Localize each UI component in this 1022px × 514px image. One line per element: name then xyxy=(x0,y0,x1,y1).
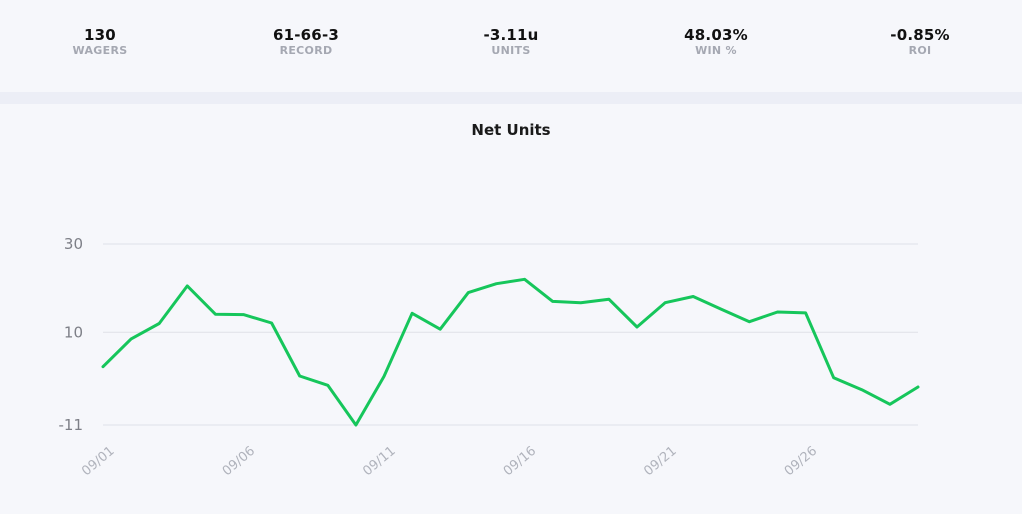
stat-record: 61-66-3 RECORD xyxy=(236,26,376,58)
stat-wagers-value: 130 xyxy=(84,26,116,44)
y-tick-label: -11 xyxy=(59,416,84,434)
y-tick-label: 10 xyxy=(64,323,83,341)
data-point[interactable] xyxy=(158,322,161,325)
stats-bar: 130 WAGERS 61-66-3 RECORD -3.11u UNITS 4… xyxy=(0,0,1022,92)
x-tick-label: 09/06 xyxy=(220,444,258,480)
stat-win-pct-label: WIN % xyxy=(695,44,737,57)
x-tick-label: 09/26 xyxy=(782,444,820,480)
grid-layer xyxy=(103,243,918,426)
x-tick-label: 09/21 xyxy=(641,444,679,480)
x-tick-label: 09/16 xyxy=(501,444,539,480)
stat-wagers: 130 WAGERS xyxy=(30,26,170,58)
data-point[interactable] xyxy=(326,384,329,387)
data-point[interactable] xyxy=(804,311,807,315)
data-point[interactable] xyxy=(354,423,358,427)
stat-record-value: 61-66-3 xyxy=(272,26,340,44)
data-point[interactable] xyxy=(467,291,470,294)
section-divider xyxy=(0,92,1022,104)
data-point[interactable] xyxy=(692,295,695,298)
stat-win-pct-value: 48.03% xyxy=(684,26,748,44)
chart-title: Net Units xyxy=(471,121,551,139)
data-point[interactable] xyxy=(720,308,723,311)
x-tick-labels: 09/01 09/06 09/11 09/16 09/21 09/26 xyxy=(79,444,820,480)
data-point[interactable] xyxy=(495,282,498,285)
data-point[interactable] xyxy=(579,301,582,304)
y-tick-labels: 30 10 -11 xyxy=(59,235,84,434)
stat-record-label: RECORD xyxy=(279,44,333,57)
series-layer xyxy=(101,277,920,427)
x-tick-label: 09/01 xyxy=(79,444,117,480)
data-point[interactable] xyxy=(663,301,667,304)
stat-roi-label: ROI xyxy=(908,44,932,57)
data-point[interactable] xyxy=(776,310,779,314)
stat-win-pct: 48.03% WIN % xyxy=(646,26,786,58)
data-point[interactable] xyxy=(916,385,920,389)
data-point[interactable] xyxy=(101,365,105,368)
data-point[interactable] xyxy=(607,298,611,301)
data-point[interactable] xyxy=(214,313,217,316)
data-point[interactable] xyxy=(860,388,863,391)
stat-units-value: -3.11u xyxy=(483,26,539,44)
x-tick-label: 09/11 xyxy=(360,444,398,480)
y-tick-label: 30 xyxy=(64,235,83,253)
data-point[interactable] xyxy=(382,375,386,378)
data-point[interactable] xyxy=(551,300,554,303)
series-line-0 xyxy=(101,277,920,427)
stat-units-label: UNITS xyxy=(491,44,531,57)
data-point[interactable] xyxy=(270,321,273,325)
stat-roi-value: -0.85% xyxy=(890,26,950,44)
data-point[interactable] xyxy=(888,403,892,406)
data-point[interactable] xyxy=(635,325,639,329)
data-point[interactable] xyxy=(186,284,189,288)
data-point[interactable] xyxy=(242,313,245,316)
data-point[interactable] xyxy=(832,376,835,379)
stat-units: -3.11u UNITS xyxy=(441,26,581,58)
data-point[interactable] xyxy=(410,312,414,315)
stat-wagers-label: WAGERS xyxy=(72,44,128,57)
data-point[interactable] xyxy=(298,374,301,378)
stat-roi: -0.85% ROI xyxy=(850,26,990,58)
data-point[interactable] xyxy=(439,328,442,331)
data-point[interactable] xyxy=(129,337,133,341)
data-point[interactable] xyxy=(748,320,751,323)
data-point[interactable] xyxy=(523,278,526,281)
